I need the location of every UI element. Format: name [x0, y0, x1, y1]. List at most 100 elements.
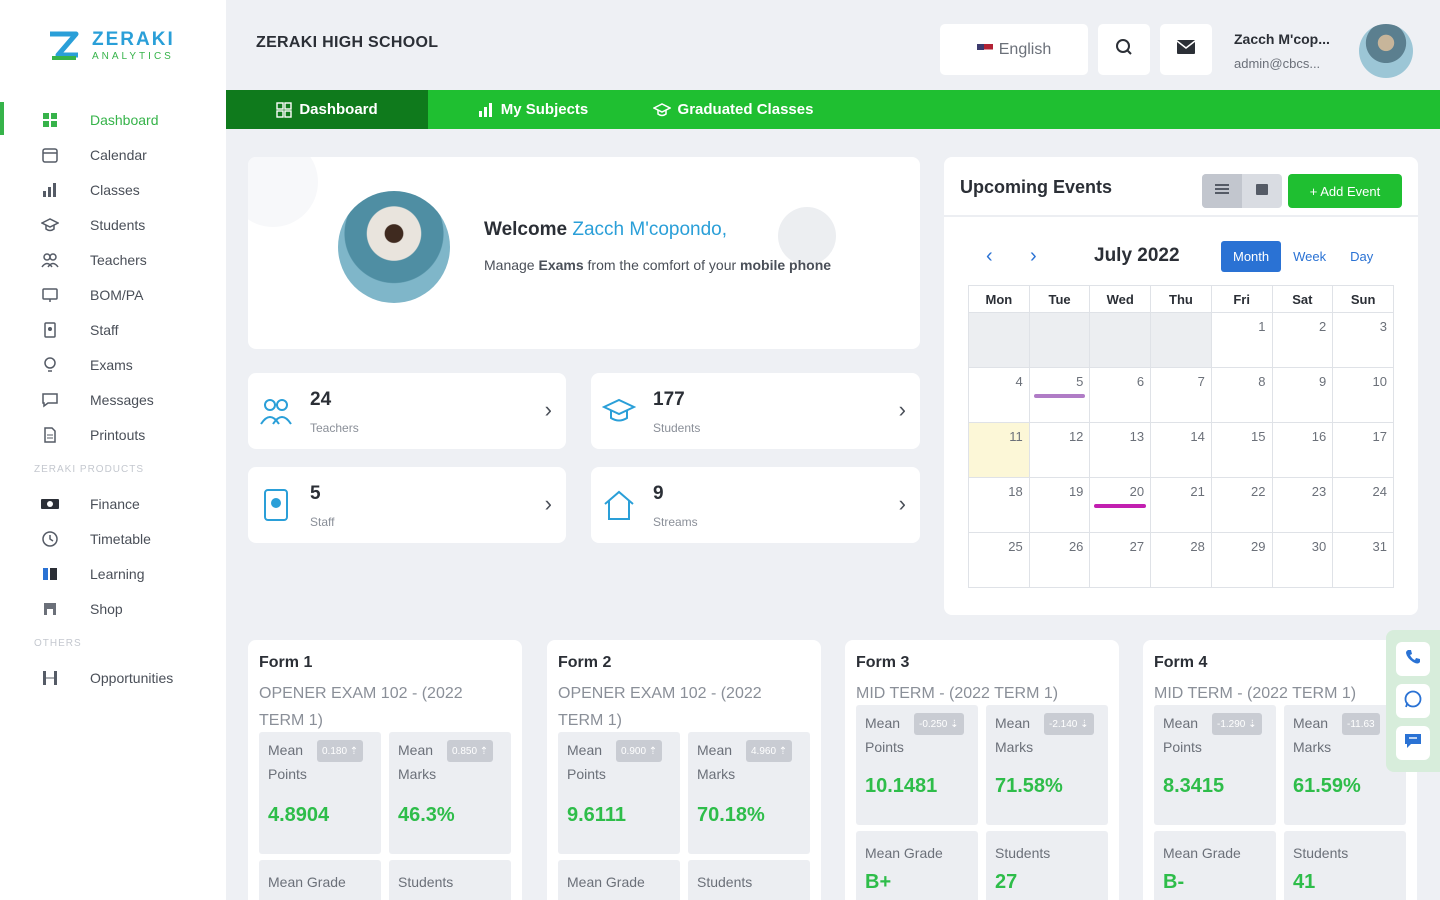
calendar-day-cell[interactable]: 28 [1150, 532, 1212, 588]
calendar-day-cell[interactable]: 27 [1089, 532, 1152, 588]
calendar-day-cell[interactable]: 19 [1028, 477, 1091, 533]
weekday-header: Thu [1150, 285, 1212, 313]
calendar-day-cell[interactable]: 7 [1150, 367, 1212, 423]
calendar-day-cell[interactable]: 18 [968, 477, 1030, 533]
calendar-day-cell[interactable]: 17 [1332, 422, 1394, 478]
stat-card-staff[interactable]: 5 Staff › [248, 467, 566, 543]
sidebar-item-exams[interactable]: Exams [0, 347, 226, 382]
chevron-right-icon[interactable]: › [1030, 245, 1037, 267]
brand-tagline: ANALYTICS [92, 51, 174, 62]
user-name[interactable]: Zacch M'cop... [1234, 31, 1330, 47]
form-summary-card[interactable]: Form 4 MID TERM - (2022 TERM 1) Mean Points… [1143, 640, 1417, 900]
arrow-right-icon[interactable]: › [544, 491, 552, 516]
sidebar-item-messages[interactable]: Messages [0, 382, 226, 417]
chevron-left-icon[interactable]: ‹ [986, 245, 993, 267]
calendar-view-button[interactable] [1242, 174, 1282, 208]
calendar-day-cell[interactable]: 15 [1210, 422, 1273, 478]
calendar-day-cell[interactable]: 5 [1028, 367, 1091, 423]
calendar-day-cell[interactable]: 4 [968, 367, 1030, 423]
calendar-day-cell[interactable]: 2 [1271, 312, 1334, 368]
calendar-day-cell[interactable]: 3 [1332, 312, 1394, 368]
calendar-day-cell[interactable]: 8 [1210, 367, 1273, 423]
sidebar-item-staff[interactable]: Staff [0, 312, 226, 347]
arrow-right-icon[interactable]: › [898, 397, 906, 422]
sidebar-item-finance[interactable]: Finance [0, 486, 226, 521]
avatar[interactable] [1359, 24, 1413, 78]
view-day-button[interactable]: Day [1350, 249, 1374, 264]
calendar-day-cell[interactable]: 11 [968, 422, 1030, 478]
whatsapp-button[interactable] [1396, 684, 1430, 718]
search-button[interactable] [1098, 24, 1150, 75]
calendar-day-cell[interactable]: 9 [1271, 367, 1334, 423]
sidebar-item-label: Dashboard [90, 111, 159, 128]
tab-my-subjects[interactable]: My Subjects [428, 90, 638, 129]
phone-button[interactable] [1396, 642, 1430, 676]
calendar-day-cell[interactable]: 20 [1089, 477, 1152, 533]
tab-graduated-classes[interactable]: Graduated Classes [638, 90, 828, 129]
metric-value: 8.3415 [1163, 775, 1225, 797]
sidebar-item-bompa[interactable]: BOM/PA [0, 277, 226, 312]
graduation-cap-icon [652, 102, 671, 118]
calendar-day-cell[interactable]: 6 [1089, 367, 1152, 423]
mean-grade-metric: Mean Grade [259, 860, 381, 900]
calendar-day-cell[interactable]: 23 [1271, 477, 1334, 533]
calendar-day-cell[interactable]: 12 [1028, 422, 1091, 478]
stat-card-streams[interactable]: 9 Streams › [591, 467, 920, 543]
metric-label: Mean Grade [268, 874, 346, 890]
calendar-day-cell[interactable]: 13 [1089, 422, 1152, 478]
calendar-day-number: 27 [1129, 539, 1145, 554]
view-month-button[interactable]: Month [1221, 241, 1282, 272]
sidebar-item-learning[interactable]: Learning [0, 556, 226, 591]
calendar-day-cell[interactable]: 14 [1150, 422, 1212, 478]
sidebar-item-label: Teachers [90, 251, 147, 268]
arrow-right-icon[interactable]: › [898, 491, 906, 516]
metric-value: 27 [995, 871, 1018, 893]
calendar-day-cell[interactable]: 26 [1028, 532, 1091, 588]
calendar-day-cell[interactable]: 24 [1332, 477, 1394, 533]
sidebar-item-opportunities[interactable]: Opportunities [0, 660, 226, 695]
form-summary-card[interactable]: Form 3 MID TERM - (2022 TERM 1) Mean Points… [845, 640, 1119, 900]
mail-button[interactable] [1160, 24, 1212, 75]
chat-button[interactable] [1396, 726, 1430, 760]
calendar-week-row: 18 19 20 21 22 23 24 [968, 477, 1394, 533]
calendar-event-bar[interactable] [1033, 394, 1086, 398]
form-summary-card[interactable]: Form 2 OPENER EXAM 102 - (2022 TERM 1) Mea… [547, 640, 821, 900]
sidebar-item-printouts[interactable]: Printouts [0, 417, 226, 452]
change-badge: 0.850 ⇡ [447, 740, 494, 762]
calendar-day-cell[interactable]: 10 [1332, 367, 1394, 423]
calendar-day-cell[interactable]: 30 [1271, 532, 1334, 588]
calendar-day-cell[interactable]: 31 [1332, 532, 1394, 588]
sidebar-item-dashboard[interactable]: Dashboard [0, 102, 226, 137]
calendar-event-bar[interactable] [1094, 504, 1147, 508]
graduation-cap-icon [601, 393, 637, 429]
sidebar-item-classes[interactable]: Classes [0, 172, 226, 207]
add-event-button[interactable]: + Add Event [1288, 174, 1402, 208]
calendar-day-cell[interactable]: 29 [1210, 532, 1273, 588]
stat-card-teachers[interactable]: 24 Teachers › [248, 373, 566, 449]
sidebar-item-teachers[interactable]: Teachers [0, 242, 226, 277]
stat-card-students[interactable]: 177 Students › [591, 373, 920, 449]
calendar-day-number: 7 [1197, 374, 1205, 389]
sidebar-item-shop[interactable]: Shop [0, 591, 226, 626]
list-view-button[interactable] [1202, 174, 1242, 208]
calendar-day-cell[interactable]: 1 [1210, 312, 1273, 368]
form-title: Form 2 [558, 654, 612, 671]
arrow-right-icon[interactable]: › [544, 397, 552, 422]
weekday-header: Sat [1271, 285, 1334, 313]
calendar-day-cell[interactable]: 21 [1150, 477, 1212, 533]
language-selector[interactable]: English [940, 24, 1088, 75]
metric-label: Mean [268, 742, 304, 758]
decoration [248, 157, 318, 227]
tab-dashboard[interactable]: Dashboard [226, 90, 428, 129]
sidebar-item-calendar[interactable]: Calendar [0, 137, 226, 172]
calendar-day-cell[interactable]: 22 [1210, 477, 1273, 533]
view-week-button[interactable]: Week [1293, 249, 1327, 264]
form-summary-card[interactable]: Form 1 OPENER EXAM 102 - (2022 TERM 1) Mea… [248, 640, 522, 900]
metric-label: Mean [1163, 715, 1199, 731]
zeraki-logo[interactable]: ZERAKI ANALYTICS [46, 24, 196, 68]
calendar-day-cell[interactable]: 25 [968, 532, 1030, 588]
sidebar-item-students[interactable]: Students [0, 207, 226, 242]
calendar-day-cell[interactable]: 16 [1271, 422, 1334, 478]
calendar-icon [1255, 182, 1269, 201]
sidebar-item-timetable[interactable]: Timetable [0, 521, 226, 556]
